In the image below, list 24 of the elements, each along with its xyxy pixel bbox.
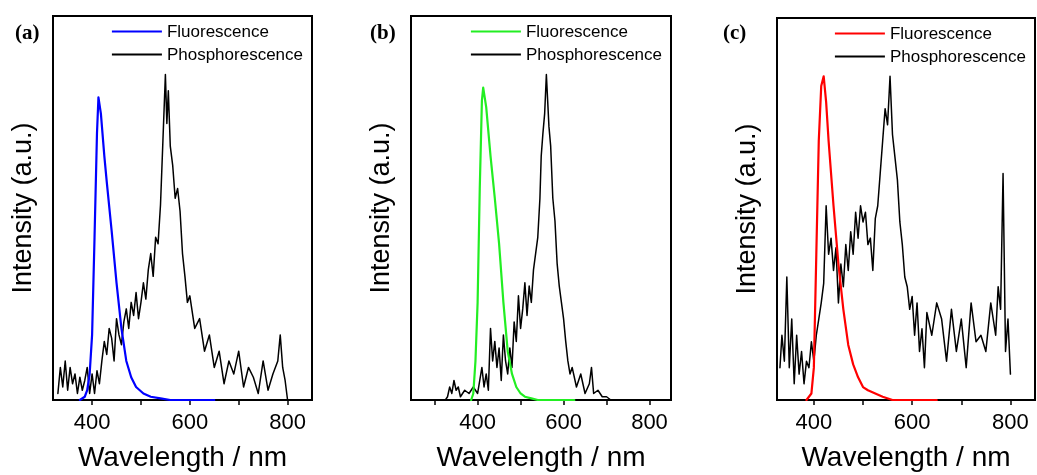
legend-label: Phosphorescence	[889, 47, 1026, 66]
chart-title: (c)	[723, 19, 747, 44]
x-tick-label: 400	[73, 408, 111, 434]
legend-label: Fluorescence	[166, 22, 269, 41]
y-axis-title: Intensity (a.u.)	[730, 123, 761, 295]
y-axis-title: Intensity (a.u.)	[364, 122, 395, 294]
x-tick-label: 800	[631, 408, 668, 434]
legend-label: Phosphorescence	[166, 45, 303, 64]
legend-label: Phosphorescence	[525, 45, 662, 64]
x-axis-title: Wavelength / nm	[436, 440, 646, 472]
x-tick-label: 400	[795, 408, 833, 434]
x-tick-label: 400	[459, 408, 496, 434]
y-axis-title: Intensity (a.u.)	[6, 122, 37, 294]
chart-title: (a)	[15, 19, 40, 44]
x-axis-title: Wavelength / nm	[801, 440, 1011, 472]
x-tick-label: 600	[893, 408, 931, 434]
x-axis-title: Wavelength / nm	[77, 440, 288, 472]
x-tick-label: 600	[171, 408, 209, 434]
x-tick-label: 600	[545, 408, 582, 434]
legend-label: Fluorescence	[525, 22, 628, 41]
legend-label: Fluorescence	[889, 24, 992, 43]
x-tick-label: 800	[269, 408, 306, 434]
chart-title: (b)	[370, 19, 396, 44]
x-tick-label: 800	[992, 408, 1029, 434]
